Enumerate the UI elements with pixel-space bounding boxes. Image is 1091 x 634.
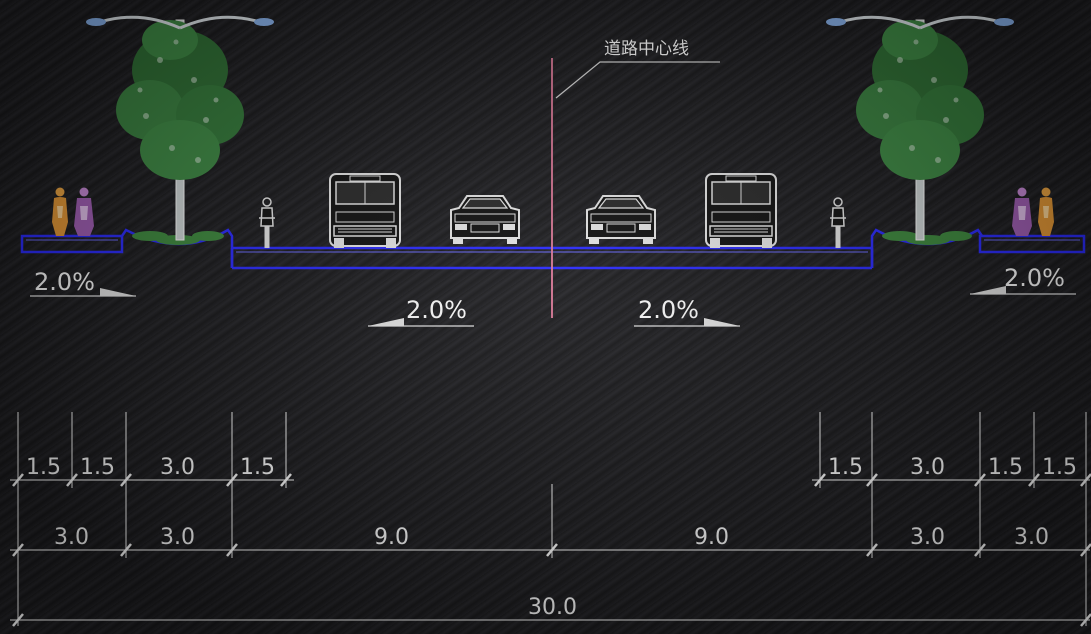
- dim-label: 3.0: [160, 455, 195, 480]
- dim-label: 9.0: [694, 525, 729, 550]
- left-cyclist-icon: [258, 197, 276, 249]
- slope-arrow-icon: [368, 318, 404, 326]
- slope-label: 2.0%: [406, 296, 467, 324]
- left-pedestrian-icon: [52, 187, 68, 236]
- dim-label: 1.5: [828, 455, 863, 480]
- dim-label: 1.5: [26, 455, 61, 480]
- slope-right-carriageway: 2.0%: [634, 296, 740, 327]
- right-car-icon: [586, 195, 656, 245]
- slope-label: 2.0%: [638, 296, 699, 324]
- dim-label: 3.0: [54, 525, 89, 550]
- dim-label: 1.5: [80, 455, 115, 480]
- dimension-ticks: [12, 473, 1091, 627]
- left-bus-icon: [329, 173, 401, 249]
- dimension-lines: [10, 412, 1090, 626]
- dim-label: 3.0: [910, 455, 945, 480]
- centerline-leader: [555, 61, 720, 99]
- right-pedestrian-icon: [1012, 187, 1032, 236]
- centerline-label: 道路中心线: [604, 39, 689, 59]
- slope-label: 2.0%: [1004, 264, 1065, 292]
- slope-right-sidewalk: 2.0%: [970, 264, 1076, 295]
- slope-left-carriageway: 2.0%: [368, 296, 474, 327]
- left-tree-lamp-icon: [84, 15, 276, 242]
- right-sidewalk: [978, 234, 1086, 254]
- slope-label: 2.0%: [34, 268, 95, 296]
- dim-label: 3.0: [160, 525, 195, 550]
- left-sidewalk: [20, 234, 124, 254]
- right-bus-icon: [705, 173, 777, 249]
- slope-arrow-icon: [704, 318, 740, 326]
- dim-label: 1.5: [240, 455, 275, 480]
- slope-arrow-icon: [100, 288, 136, 296]
- slope-arrow-icon: [970, 286, 1006, 294]
- dim-label: 1.5: [1042, 455, 1077, 480]
- dim-label: 1.5: [988, 455, 1023, 480]
- right-tree-lamp-icon: [824, 15, 1016, 242]
- dim-total-label: 30.0: [528, 595, 577, 620]
- dim-label: 3.0: [910, 525, 945, 550]
- right-cyclist-icon: [829, 197, 847, 249]
- right-shrub-icon: [882, 231, 972, 245]
- slope-left-sidewalk: 2.0%: [30, 268, 136, 297]
- dim-label: 9.0: [374, 525, 409, 550]
- right-pedestrian-2-icon: [1038, 187, 1054, 236]
- left-car-icon: [450, 195, 520, 245]
- dim-label: 3.0: [1014, 525, 1049, 550]
- left-pedestrian-2-icon: [74, 187, 94, 236]
